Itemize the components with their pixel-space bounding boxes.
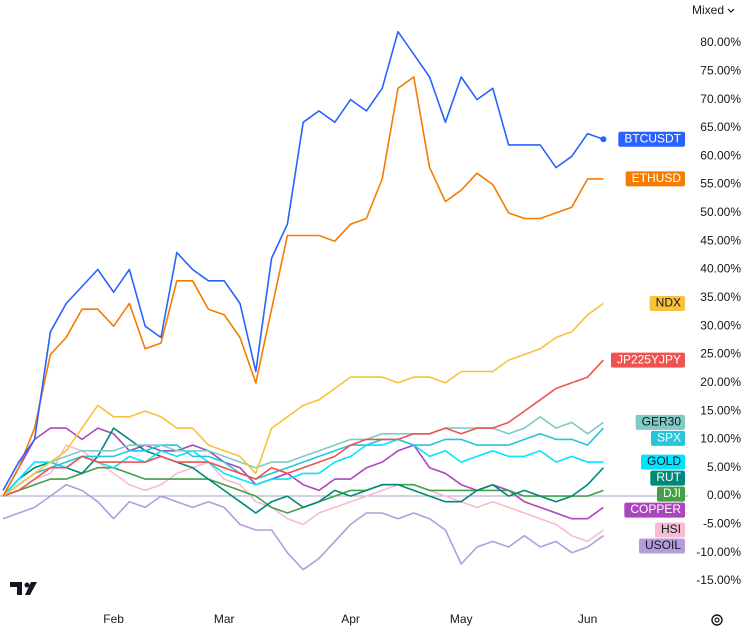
last-point <box>600 136 607 143</box>
legend-swatch <box>624 502 685 518</box>
legend-swatch <box>635 414 685 430</box>
legend-swatch <box>618 131 685 147</box>
y-tick-label: 45.00% <box>700 233 741 247</box>
legend-swatch <box>657 486 685 502</box>
legend-tag: JP225YJPY <box>610 352 685 368</box>
legend-tag: ETHUSD <box>625 171 685 187</box>
series-line <box>2 30 604 491</box>
y-tick-label: 75.00% <box>700 63 741 77</box>
y-tick-label: 20.00% <box>700 375 741 389</box>
legend-label: GER30 <box>642 415 682 429</box>
legend-swatch <box>654 522 685 538</box>
legend-tag: BTCUSDT <box>618 131 685 147</box>
legend-swatch <box>650 470 685 486</box>
series-line <box>2 427 604 520</box>
y-tick-label: 30.00% <box>700 318 741 332</box>
scale-button[interactable]: Mixed <box>692 3 724 17</box>
legend-label: DJI <box>663 486 681 500</box>
legend-swatch <box>625 171 685 187</box>
legend-tag: GOLD <box>640 454 685 470</box>
legend-tag: RUT <box>650 470 685 486</box>
series-line <box>2 359 604 497</box>
series-line <box>2 483 604 571</box>
series-line <box>2 416 604 497</box>
y-tick-label: 50.00% <box>700 205 741 219</box>
series-line <box>2 438 604 497</box>
x-tick-label: Jun <box>578 612 597 626</box>
y-tick-label: 65.00% <box>700 120 741 134</box>
legend-label: BTCUSDT <box>624 131 681 145</box>
legend-label: GOLD <box>647 454 681 468</box>
legend-label: ETHUSD <box>632 171 682 185</box>
y-tick-label: 25.00% <box>700 347 741 361</box>
y-tick-label: 40.00% <box>700 262 741 276</box>
y-tick-label: 60.00% <box>700 148 741 162</box>
series-line <box>2 444 604 543</box>
legend-label: SPX <box>657 431 681 445</box>
legend-label: HSI <box>661 522 681 536</box>
x-tick-label: Mar <box>214 612 235 626</box>
legend-label: JP225YJPY <box>617 352 681 366</box>
legend-tag: GER30 <box>635 414 685 430</box>
legend-label: RUT <box>656 470 681 484</box>
x-tick-label: Apr <box>341 612 360 626</box>
legend-swatch <box>610 352 685 368</box>
legend-label: NDX <box>656 296 681 310</box>
legend-label: USOIL <box>645 538 681 552</box>
series-line <box>2 427 604 497</box>
legend-swatch <box>640 454 685 470</box>
legend-tag: NDX <box>649 296 685 311</box>
y-tick-label: 0.00% <box>707 488 741 502</box>
y-tick-label: 80.00% <box>700 35 741 49</box>
y-tick-label: -5.00% <box>703 517 741 531</box>
y-tick-label: 15.00% <box>700 403 741 417</box>
x-tick-label: Feb <box>103 612 124 626</box>
legend-tag: COPPER <box>624 502 685 518</box>
y-tick-label: 5.00% <box>707 460 741 474</box>
tv-logo <box>10 582 37 595</box>
legend-swatch <box>649 296 685 311</box>
series-line <box>2 427 604 514</box>
legend-tag: HSI <box>654 522 685 538</box>
legend-tag: SPX <box>650 430 685 446</box>
legend-swatch <box>650 430 685 446</box>
series-line <box>2 76 604 497</box>
scale-chevron <box>727 8 735 13</box>
legend-label: COPPER <box>630 502 681 516</box>
y-tick-label: 10.00% <box>700 432 741 446</box>
y-tick-label: 70.00% <box>700 92 741 106</box>
y-tick-label: -15.00% <box>696 573 741 587</box>
legend-swatch <box>638 538 685 554</box>
series-line <box>2 302 604 497</box>
legend-tag: DJI <box>657 486 685 502</box>
y-tick-label: -10.00% <box>696 545 741 559</box>
y-tick-label: 35.00% <box>700 290 741 304</box>
y-tick-label: 55.00% <box>700 177 741 191</box>
settings-icon[interactable] <box>711 614 723 626</box>
series-line <box>2 466 604 514</box>
legend-tag: USOIL <box>638 538 685 554</box>
x-tick-label: May <box>450 612 473 626</box>
